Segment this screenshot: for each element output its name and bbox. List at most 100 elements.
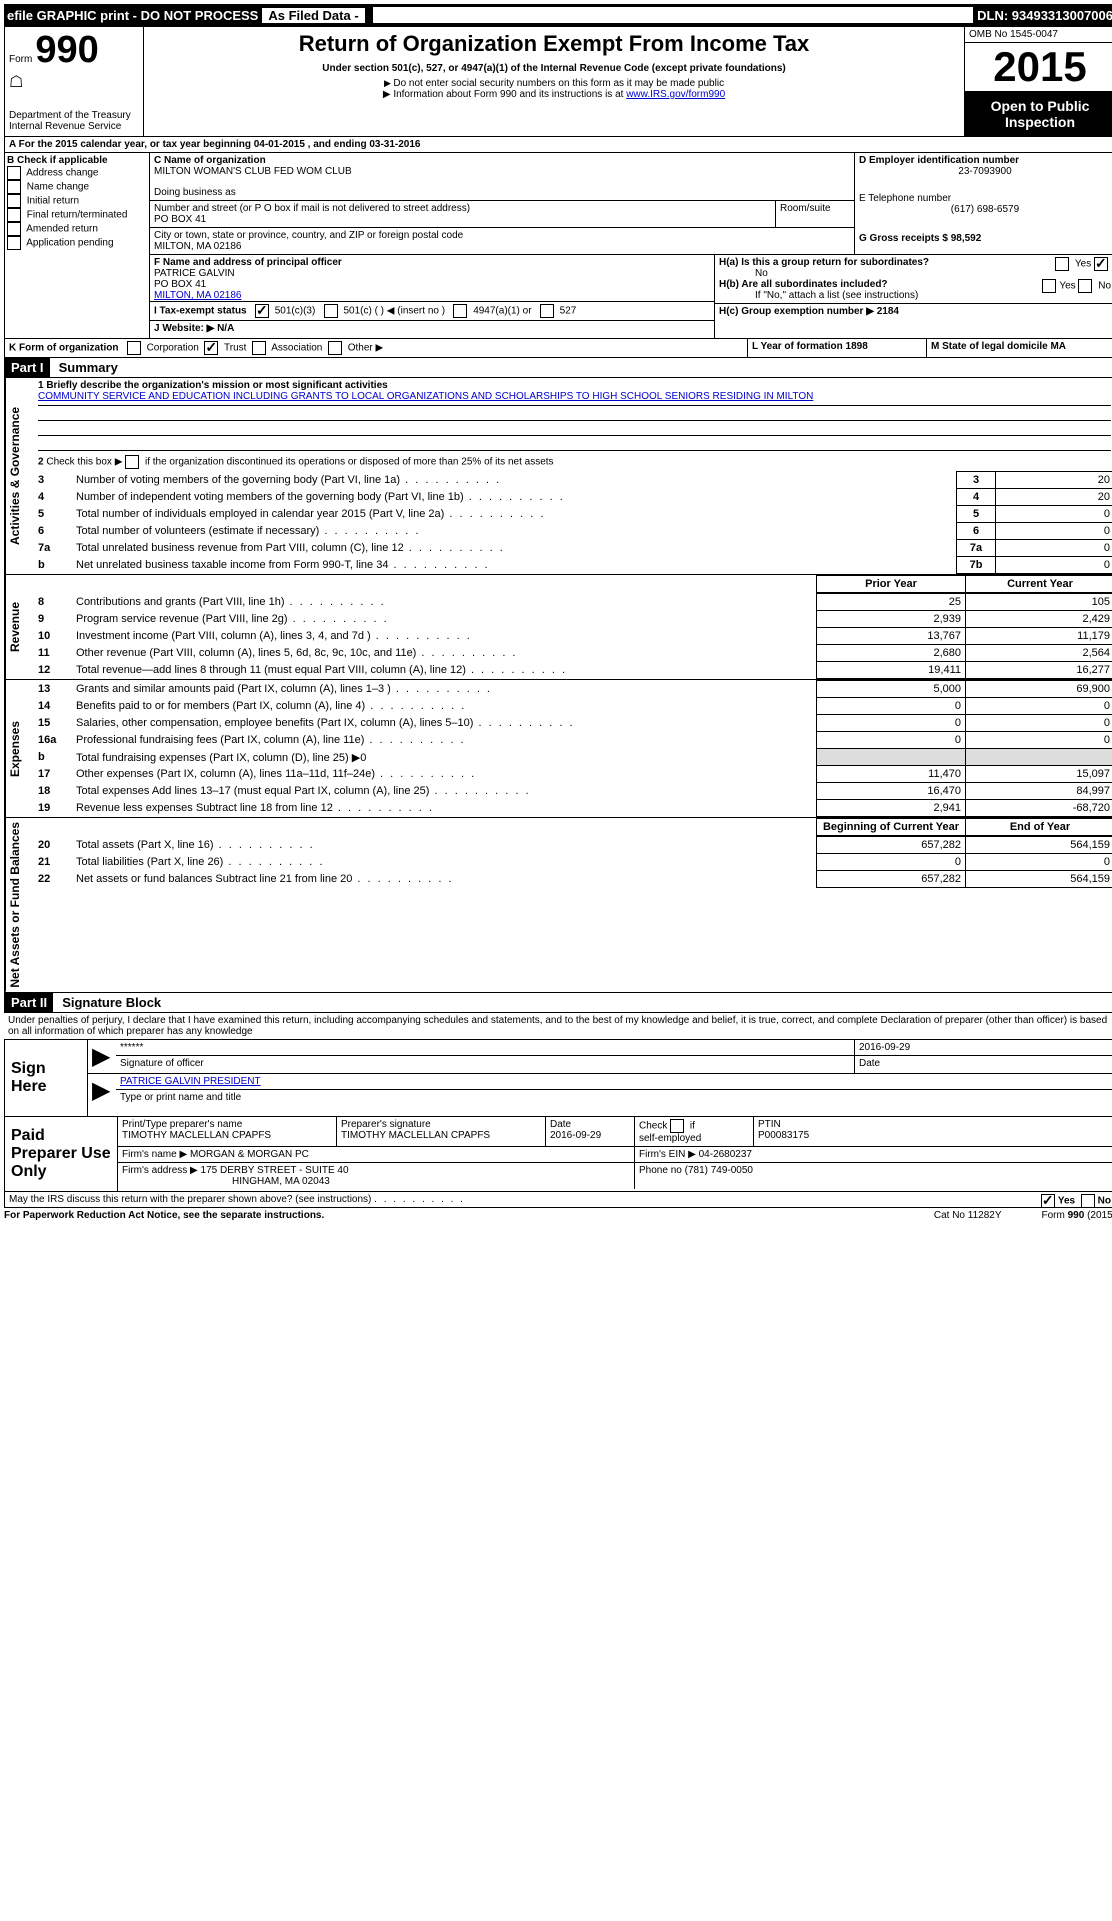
dba-label: Doing business as [154,187,850,198]
discuss-line: May the IRS discuss this return with the… [4,1192,1112,1208]
mission[interactable]: COMMUNITY SERVICE AND EDUCATION INCLUDIN… [38,391,1111,406]
sec-b-opt: Final return/terminated [7,208,147,222]
line1-label: 1 Briefly describe the organization's mi… [38,380,388,391]
open-inspection: Open to Public Inspection [965,92,1112,136]
asfiled-box: As Filed Data - [262,8,364,23]
sec-k-label: K Form of organization [9,343,118,354]
cb-corp[interactable] [127,341,141,355]
cb-ha-yes[interactable] [1055,257,1069,271]
sec-hc: H(c) Group exemption number ▶ 2184 [715,303,1112,319]
cb-other[interactable] [328,341,342,355]
note1: Do not enter social security numbers on … [150,78,958,89]
firm-ein: 04-2680237 [699,1149,752,1160]
cb-b[interactable] [7,180,21,194]
cb-501c3[interactable] [255,304,269,318]
sec-b-opt: Address change [7,166,147,180]
cb-discontinued[interactable] [125,455,139,469]
part2: Part II Signature Block [4,992,1112,1013]
cb-4947[interactable] [453,304,467,318]
cb-b[interactable] [7,222,21,236]
city-label: City or town, state or province, country… [154,230,850,241]
cb-selfemp[interactable] [670,1119,684,1133]
cb-assoc[interactable] [252,341,266,355]
firm-addr: 175 DERBY STREET - SUITE 40 [201,1165,349,1176]
sec-j: J Website: ▶ N/A [150,320,714,336]
phone: (617) 698-6579 [859,204,1111,215]
sig-date-label: Date [855,1056,1112,1071]
prep-col-ptin: PTIN [758,1119,781,1130]
firm-phone: (781) 749-0050 [685,1165,753,1176]
firm-addr-label: Firm's address ▶ [122,1165,198,1176]
firm-name: MORGAN & MORGAN PC [190,1149,309,1160]
exp-row: 18Total expenses Add lines 13–17 (must e… [34,783,1112,800]
sec-c-name-label: C Name of organization [154,155,850,166]
sec-ha: H(a) Is this a group return for subordin… [719,257,929,268]
exp-row: bTotal fundraising expenses (Part IX, co… [34,749,1112,766]
sign-block: Sign Here ▶ ****** Signature of officer … [4,1039,1112,1117]
cat-no: Cat No 11282Y [934,1210,1002,1221]
signer-label: Type or print name and title [116,1090,1112,1105]
prep-col-sig: Preparer's signature [341,1119,431,1130]
sec-b-opt: Amended return [7,222,147,236]
sections-b-m: B Check if applicable Address change Nam… [4,153,1112,339]
prep-sig: TIMOTHY MACLELLAN CPAPFS [341,1130,490,1141]
exp-row: 13Grants and similar amounts paid (Part … [34,681,1112,698]
sec-l: L Year of formation 1898 [747,339,926,357]
cb-b[interactable] [7,194,21,208]
sig-stars: ****** [116,1040,854,1056]
sec-d-label: D Employer identification number [859,155,1111,166]
city: MILTON, MA 02186 [154,241,850,252]
cb-501c[interactable] [324,304,338,318]
sec-g: G Gross receipts $ 98,592 [855,231,1112,246]
preparer-label: Paid Preparer Use Only [5,1117,118,1191]
cb-discuss-no[interactable] [1081,1194,1095,1208]
rev-row: 8Contributions and grants (Part VIII, li… [34,594,1112,611]
officer-name: PATRICE GALVIN [154,268,710,279]
gov-row: 7aTotal unrelated business revenue from … [34,540,1112,557]
cb-b[interactable] [7,208,21,222]
cb-hb-no[interactable] [1078,279,1092,293]
net-row: 21Total liabilities (Part X, line 26)00 [34,854,1112,871]
cb-ha-no[interactable] [1094,257,1108,271]
cb-527[interactable] [540,304,554,318]
cb-b[interactable] [7,236,21,250]
sec-f-label: F Name and address of principal officer [154,257,710,268]
part1: Part I Summary Activities & Governance 1… [4,358,1112,992]
firm-label: Firm's name ▶ [122,1149,187,1160]
top-bar: efile GRAPHIC print - DO NOT PROCESS As … [4,4,1112,26]
prep-col-name: Print/Type preparer's name [122,1119,242,1130]
officer-city[interactable]: MILTON, MA 02186 [154,290,710,301]
gov-row: 5Total number of individuals employed in… [34,506,1112,523]
rev-row: 11Other revenue (Part VIII, column (A), … [34,645,1112,662]
cb-trust[interactable] [204,341,218,355]
sec-i-label: I Tax-exempt status [154,306,247,317]
net-row: 20Total assets (Part X, line 16)657,2825… [34,837,1112,854]
cb-hb-yes[interactable] [1042,279,1056,293]
line2: 2 Check this box ▶ if the organization d… [34,453,1112,471]
irs-link[interactable]: www.IRS.gov/form990 [626,89,725,100]
exp-row: 19Revenue less expenses Subtract line 18… [34,800,1112,817]
prep-ptin: P00083175 [758,1130,809,1141]
cb-b[interactable] [7,166,21,180]
net-row: 22Net assets or fund balances Subtract l… [34,871,1112,888]
part1-title: Summary [53,360,118,375]
ein: 23-7093900 [859,166,1111,177]
prep-name: TIMOTHY MACLELLAN CPAPFS [122,1130,271,1141]
prep-selfemp: Check ifself-employed [635,1117,754,1147]
sig-label: Signature of officer [116,1056,854,1071]
gov-row: 3Number of voting members of the governi… [34,472,1112,489]
sec-e-label: E Telephone number [859,193,1111,204]
asfiled-blank [373,7,973,23]
prep-date: 2016-09-29 [550,1130,601,1141]
sec-b-opt: Application pending [7,236,147,250]
sig-date: 2016-09-29 [855,1040,1112,1056]
addr-label: Number and street (or P O box if mail is… [154,203,771,214]
part1-header: Part I [5,358,50,377]
signer-name[interactable]: PATRICE GALVIN PRESIDENT [116,1074,1112,1090]
tax-year: 2015 [965,43,1112,92]
sec-b-opt: Name change [7,180,147,194]
cb-discuss-yes[interactable] [1041,1194,1055,1208]
side-gov: Activities & Governance [5,378,34,574]
gov-row: bNet unrelated business taxable income f… [34,557,1112,574]
dln: DLN: 93493313007006 [977,8,1112,23]
